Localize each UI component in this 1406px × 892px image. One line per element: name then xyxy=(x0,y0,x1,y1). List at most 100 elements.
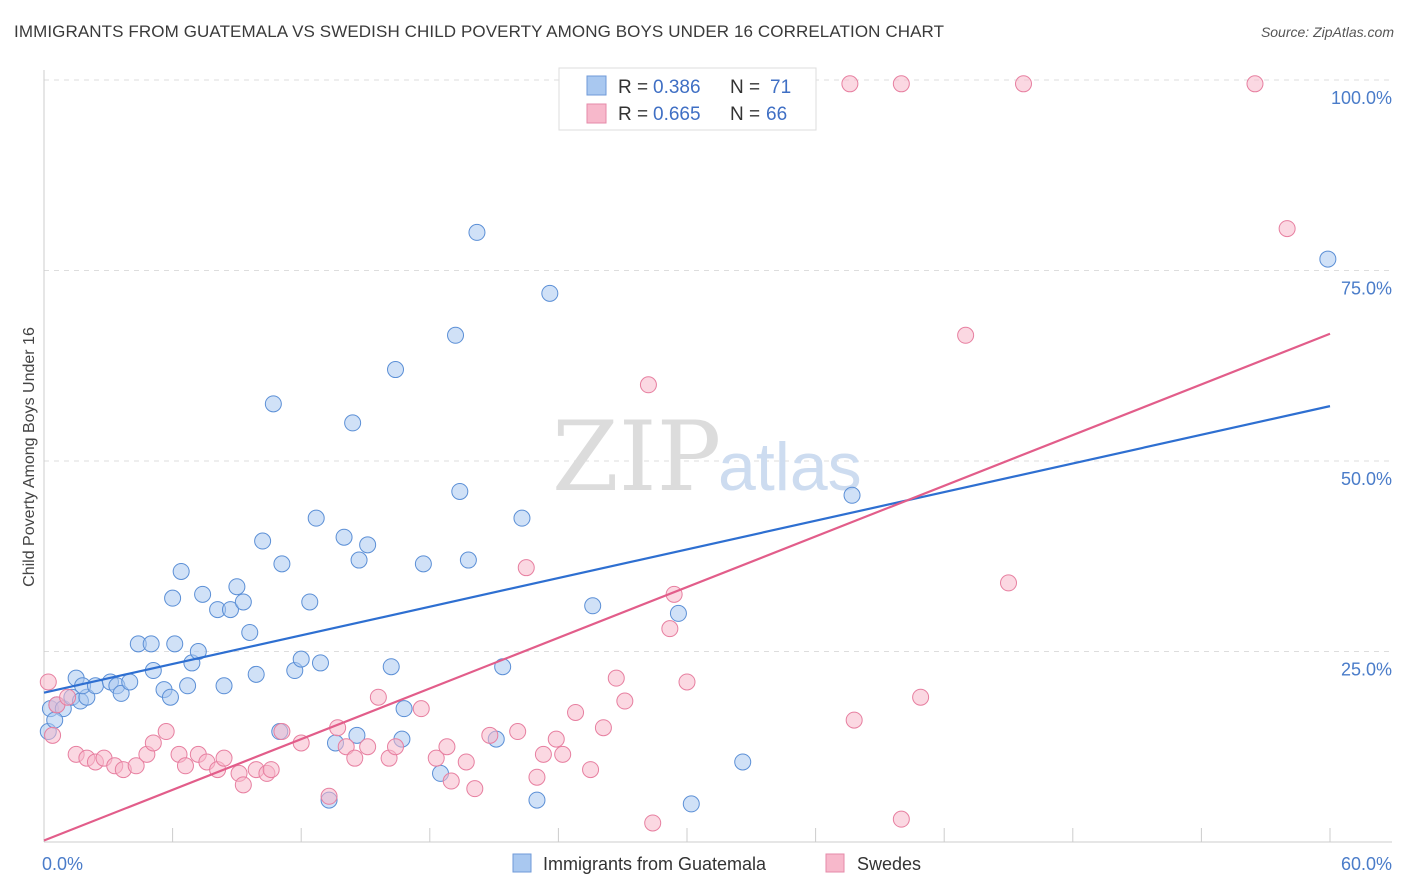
chart-title: IMMIGRANTS FROM GUATEMALA VS SWEDISH CHI… xyxy=(14,22,945,41)
data-point xyxy=(59,688,77,706)
data-point xyxy=(554,745,572,763)
data-point xyxy=(734,753,752,771)
data-point xyxy=(427,749,445,767)
data-point xyxy=(513,509,531,527)
data-point xyxy=(359,536,377,554)
data-point xyxy=(254,532,272,550)
data-point xyxy=(127,757,145,775)
data-point xyxy=(387,738,405,756)
data-point xyxy=(466,780,484,798)
y-axis-title: Child Poverty Among Boys Under 16 xyxy=(21,327,38,587)
data-point xyxy=(157,723,175,741)
grid-lines xyxy=(44,79,1392,652)
bottom-legend-swatch-swedes xyxy=(825,853,845,873)
data-point xyxy=(241,623,259,641)
data-point xyxy=(1015,75,1033,93)
data-point xyxy=(228,578,246,596)
data-point xyxy=(369,688,387,706)
data-point xyxy=(382,658,400,676)
data-point xyxy=(344,414,362,432)
data-point xyxy=(346,749,364,767)
data-point xyxy=(234,593,252,611)
data-point xyxy=(387,361,405,379)
data-point xyxy=(582,761,600,779)
watermark-zip: ZIP xyxy=(552,401,721,513)
data-point xyxy=(678,673,696,691)
trend-line-guatemala xyxy=(43,405,1331,694)
watermark-atlas: atlas xyxy=(718,429,862,505)
data-point xyxy=(528,791,546,809)
data-point xyxy=(442,772,460,790)
data-point xyxy=(414,555,432,573)
data-point xyxy=(528,768,546,786)
data-point xyxy=(350,551,368,569)
source-credit: Source: ZipAtlas.com xyxy=(1260,24,1394,40)
trend-lines xyxy=(43,332,1331,842)
data-point xyxy=(517,559,535,577)
data-point xyxy=(616,692,634,710)
data-point xyxy=(44,726,62,744)
data-point xyxy=(46,711,64,729)
x-axis-ticks xyxy=(43,828,1331,842)
data-point xyxy=(221,601,239,619)
data-point xyxy=(335,528,353,546)
x-tick-label-min: 0.0% xyxy=(42,854,83,874)
data-point xyxy=(639,376,657,394)
y-tick-label-75: 75.0% xyxy=(1341,279,1392,299)
stats-legend: R = 0.386 N = 71 R = 0.665 N = 66 xyxy=(558,67,817,131)
data-point xyxy=(845,711,863,729)
data-point xyxy=(215,749,233,767)
series-legend: Immigrants from Guatemala Swedes xyxy=(512,853,921,874)
data-point xyxy=(457,753,475,771)
data-point xyxy=(311,654,329,672)
data-point xyxy=(534,745,552,763)
legend-swatch-swedes xyxy=(586,103,607,124)
data-point xyxy=(234,776,252,794)
data-point xyxy=(447,326,465,344)
legend-r-value-2: 0.665 xyxy=(653,104,701,125)
data-point xyxy=(189,643,207,660)
y-tick-label-25: 25.0% xyxy=(1341,660,1392,680)
data-point xyxy=(144,734,162,752)
data-point xyxy=(176,757,194,775)
data-point xyxy=(841,75,859,93)
data-point xyxy=(194,585,212,603)
data-point xyxy=(395,700,413,718)
data-point xyxy=(541,284,559,302)
data-point xyxy=(547,730,565,748)
bottom-legend-label-guatemala: Immigrants from Guatemala xyxy=(543,854,767,874)
data-point xyxy=(412,700,430,718)
bottom-legend-swatch-guatemala xyxy=(512,853,532,873)
data-point xyxy=(179,677,197,695)
data-point xyxy=(661,620,679,638)
data-point xyxy=(594,719,612,737)
x-tick-label-max: 60.0% xyxy=(1341,854,1392,874)
data-point xyxy=(843,486,861,504)
data-point xyxy=(273,555,291,573)
y-tick-label-50: 50.0% xyxy=(1341,469,1392,489)
data-point xyxy=(337,738,355,756)
legend-r-label-2: R = xyxy=(618,104,648,125)
legend-r-value-1: 0.386 xyxy=(653,77,701,98)
data-point xyxy=(607,669,625,687)
data-point xyxy=(644,814,662,832)
trend-line-swedes xyxy=(43,332,1331,842)
data-point xyxy=(892,810,910,828)
data-point xyxy=(142,635,160,653)
legend-r-label-1: R = xyxy=(618,77,648,98)
data-point xyxy=(1278,220,1296,238)
data-point xyxy=(892,75,910,93)
data-point xyxy=(451,482,469,500)
data-point xyxy=(164,589,182,607)
bottom-legend-label-swedes: Swedes xyxy=(857,854,921,874)
data-point xyxy=(957,326,975,344)
data-point xyxy=(161,688,179,706)
data-point xyxy=(301,593,319,611)
data-point xyxy=(359,738,377,756)
data-point xyxy=(1319,250,1337,268)
legend-n-value-2: 66 xyxy=(766,104,787,125)
data-point xyxy=(112,684,130,702)
legend-n-label-2: N = xyxy=(730,104,760,125)
data-point xyxy=(215,677,233,695)
